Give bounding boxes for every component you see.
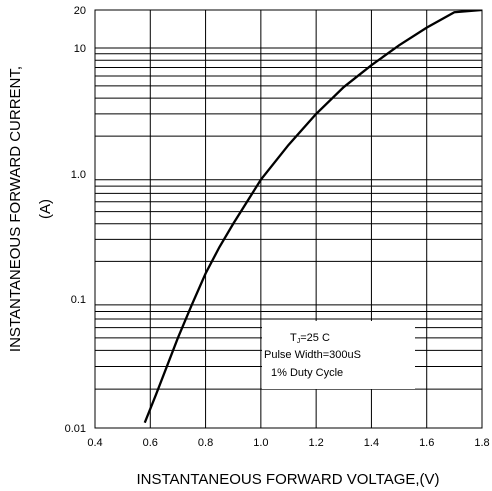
x-tick-label: 1.2 [308,437,323,449]
x-tick-label: 0.8 [198,437,213,449]
y-axis-title-line2: (A) [37,199,54,219]
y-tick-label: 1.0 [71,169,86,181]
x-tick-label: 1.8 [474,437,489,449]
annotation-temperature: TJ=25 C [290,332,330,345]
y-tick-label: 0.01 [65,423,86,435]
y-tick-labels: 0.01 0.1 1.0 10 20 [65,5,86,435]
x-tick-label: 1.6 [419,437,434,449]
y-tick-label: 0.1 [71,294,86,306]
annotation-pulse-width: Pulse Width=300uS [264,349,361,361]
forward-current-curve [143,10,482,424]
y-tick-label: 10 [74,43,86,55]
annotation-duty-cycle: 1% Duty Cycle [271,367,343,379]
x-tick-label: 1.4 [364,437,379,449]
x-tick-label: 1.0 [253,437,268,449]
x-tick-label: 0.4 [87,437,102,449]
y-tick-label: 20 [74,5,86,17]
x-axis-title: INSTANTANEOUS FORWARD VOLTAGE,(V) [136,471,439,488]
y-axis-title-line1: INSTANTANEOUS FORWARD CURRENT, [7,66,24,352]
x-tick-labels: 0.4 0.6 0.8 1.0 1.2 1.4 1.6 1.8 [87,437,489,449]
annotation-box [262,321,415,389]
x-tick-label: 0.6 [143,437,158,449]
plot-frame [94,9,483,429]
